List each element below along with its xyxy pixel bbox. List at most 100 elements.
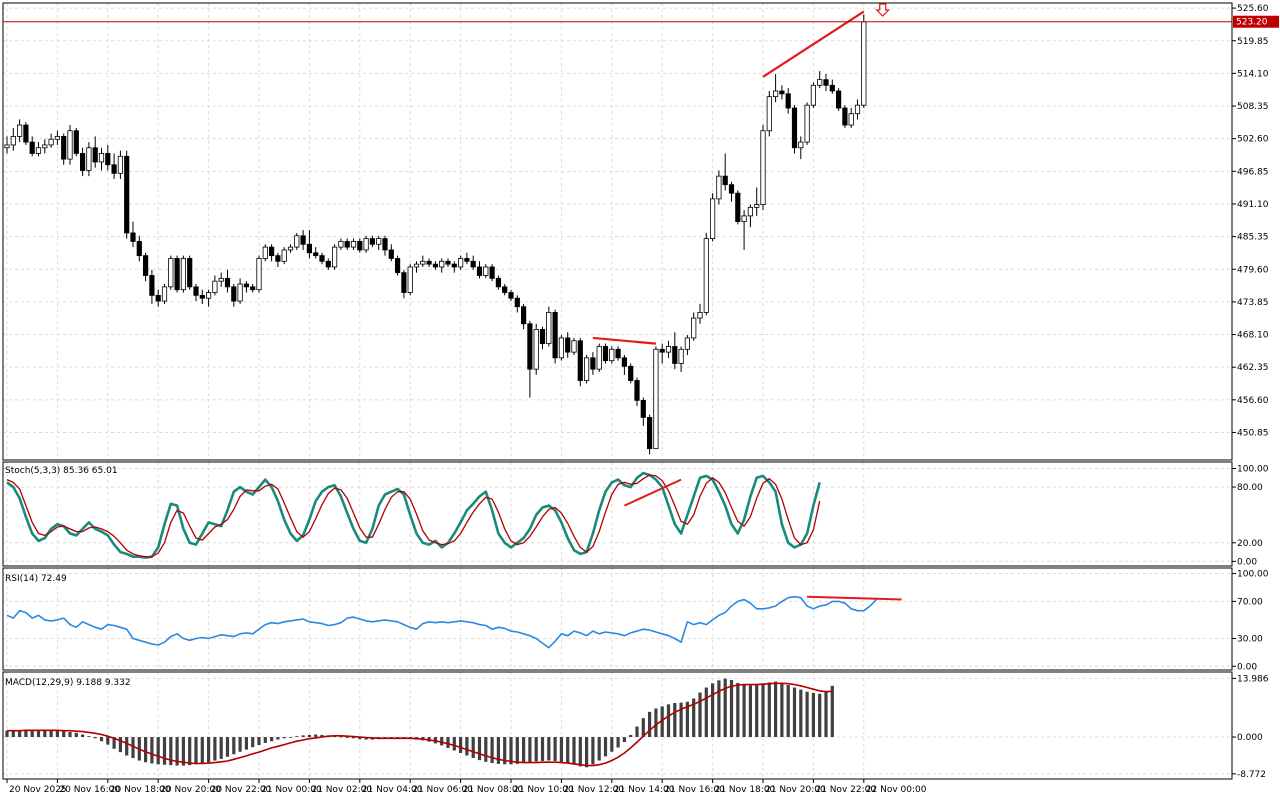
macd-histogram-bar bbox=[559, 737, 563, 762]
macd-histogram-bar bbox=[225, 737, 230, 757]
candle-body bbox=[489, 266, 495, 279]
macd-histogram-bar bbox=[351, 737, 356, 739]
x-tick-label: 21 Nov 10:00 bbox=[513, 785, 574, 795]
macd-histogram-bar bbox=[572, 737, 576, 765]
x-tick-label: 21 Nov 12:00 bbox=[563, 785, 624, 795]
x-tick-label: 20 Nov 22:00 bbox=[211, 785, 272, 795]
candle-body bbox=[199, 294, 205, 299]
macd-histogram-bar bbox=[263, 737, 267, 743]
x-tick-label: 21 Nov 22:00 bbox=[815, 785, 876, 795]
macd-histogram-bar bbox=[742, 685, 746, 738]
macd-histogram-bar bbox=[666, 704, 671, 738]
candle-body bbox=[798, 141, 804, 149]
candle-body bbox=[817, 79, 823, 86]
macd-histogram-bar bbox=[704, 687, 708, 738]
macd-histogram-bar bbox=[459, 737, 463, 753]
macd-histogram-bar bbox=[767, 682, 771, 738]
candle-body bbox=[716, 175, 722, 200]
candle-body bbox=[300, 235, 306, 245]
macd-histogram-bar bbox=[711, 683, 715, 738]
price-tick-label: 456.60 bbox=[1237, 396, 1269, 406]
candle-body bbox=[609, 348, 615, 362]
candle-body bbox=[571, 340, 577, 353]
candle-body bbox=[35, 147, 42, 154]
macd-histogram-bar bbox=[534, 737, 538, 762]
macd-histogram-bar bbox=[685, 701, 689, 738]
macd-histogram-bar bbox=[553, 737, 557, 761]
candle-body bbox=[842, 107, 848, 126]
candle-body bbox=[823, 79, 829, 86]
candle-body bbox=[161, 286, 168, 302]
rsi-label: RSI(14) 72.49 bbox=[5, 574, 67, 584]
macd-histogram-bar bbox=[616, 737, 620, 748]
candle-body bbox=[527, 323, 533, 370]
price-tick-label: 496.85 bbox=[1237, 167, 1269, 177]
candle-body bbox=[262, 246, 268, 259]
candle-body bbox=[350, 241, 357, 248]
macd-histogram-bar bbox=[585, 737, 589, 768]
candle-body bbox=[514, 297, 520, 308]
price-tick-label: 450.85 bbox=[1237, 428, 1269, 438]
candle-body bbox=[521, 306, 527, 325]
candle-body bbox=[615, 348, 621, 359]
macd-histogram-bar bbox=[723, 678, 727, 738]
candle-body bbox=[256, 258, 262, 291]
macd-histogram-bar bbox=[207, 737, 211, 763]
macd-histogram-bar bbox=[345, 737, 349, 738]
price-tick-label: 485.35 bbox=[1237, 233, 1269, 243]
candle-body bbox=[80, 153, 86, 171]
candle-body bbox=[67, 130, 73, 160]
macd-histogram-bar bbox=[131, 737, 135, 759]
stochastic-panel[interactable] bbox=[6, 471, 821, 559]
candle-body bbox=[376, 238, 382, 245]
x-tick-label: 20 Nov 16:00 bbox=[59, 785, 120, 795]
macd-histogram-bar bbox=[11, 730, 15, 738]
macd-histogram-bar bbox=[509, 737, 513, 765]
candle-body bbox=[766, 96, 772, 132]
candle-body bbox=[621, 357, 628, 367]
macd-histogram-bar bbox=[238, 737, 242, 752]
candle-body bbox=[420, 260, 426, 265]
candle-body bbox=[73, 130, 79, 154]
macd-histogram-bar bbox=[295, 736, 299, 738]
macd-histogram-bar bbox=[162, 737, 167, 765]
macd-histogram-bar bbox=[591, 737, 595, 765]
price-tick-label: 514.10 bbox=[1237, 69, 1269, 79]
macd-histogram-bar bbox=[748, 685, 752, 738]
stoch-trendline bbox=[623, 478, 682, 507]
macd-histogram-bar bbox=[698, 692, 702, 738]
rsi-panel[interactable] bbox=[6, 595, 902, 649]
macd-histogram-bar bbox=[181, 737, 185, 766]
candle-body bbox=[231, 286, 237, 302]
candle-body bbox=[735, 192, 741, 222]
macd-histogram-bar bbox=[761, 683, 765, 738]
candle-body bbox=[684, 337, 691, 350]
macd-histogram-bar bbox=[43, 730, 47, 738]
x-tick-label: 21 Nov 20:00 bbox=[765, 785, 826, 795]
candle-body bbox=[848, 113, 854, 126]
rsi-frame bbox=[2, 567, 1233, 671]
price-tick-label: 473.85 bbox=[1237, 298, 1269, 308]
price-tick-label: 491.10 bbox=[1237, 200, 1269, 210]
price-panel[interactable] bbox=[3, 3, 1232, 455]
macd-histogram-bar bbox=[301, 735, 305, 738]
candle-body bbox=[773, 90, 779, 98]
macd-histogram-bar bbox=[125, 737, 129, 756]
candle-body bbox=[760, 130, 766, 205]
candle-body bbox=[634, 380, 640, 401]
candle-body bbox=[205, 292, 212, 299]
candle-body bbox=[363, 238, 369, 251]
macd-histogram-bar bbox=[18, 730, 22, 738]
candle-body bbox=[306, 243, 313, 254]
macd-histogram-bar bbox=[5, 730, 9, 738]
candle-body bbox=[476, 266, 483, 276]
candle-body bbox=[149, 275, 155, 296]
x-tick-label: 21 Nov 00:00 bbox=[261, 785, 322, 795]
macd-histogram-bar bbox=[736, 682, 740, 738]
macd-histogram-bar bbox=[446, 737, 450, 748]
macd-panel[interactable] bbox=[5, 678, 834, 768]
x-tick-label: 20 Nov 2025 bbox=[9, 785, 67, 795]
candle-body bbox=[250, 286, 256, 291]
candle-body bbox=[672, 346, 678, 364]
candle-body bbox=[691, 317, 697, 339]
